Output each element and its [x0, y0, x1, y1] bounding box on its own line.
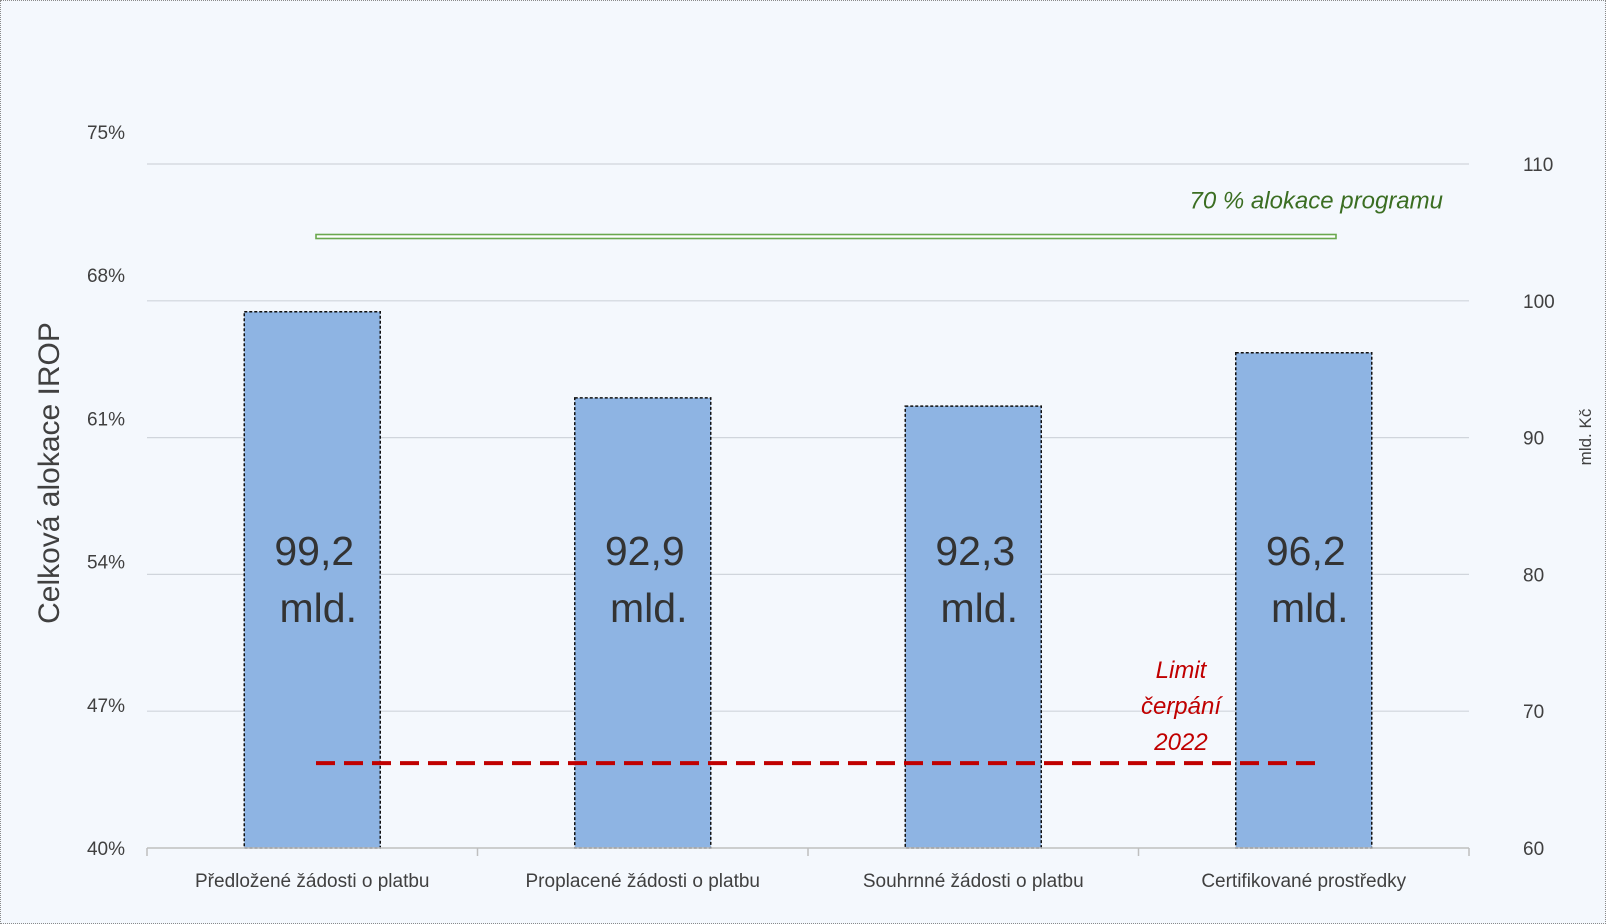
category-label: Proplacené žádosti o platbu — [526, 871, 761, 892]
allocation-70-line — [315, 233, 1337, 240]
bar — [574, 397, 712, 849]
left-tick-label: 75% — [87, 123, 125, 144]
limit-2022-label: Limit — [1156, 657, 1208, 684]
left-tick-label: 47% — [87, 696, 125, 717]
left-tick-label: 68% — [87, 266, 125, 287]
bar — [904, 405, 1042, 849]
bar — [243, 310, 381, 849]
category-label: Certifikované prostředky — [1201, 871, 1406, 892]
allocation-70-label: 70 % alokace programu — [1190, 188, 1443, 215]
right-tick-label: 100 — [1523, 292, 1555, 313]
bar-unit-label: mld. — [941, 585, 1018, 631]
right-axis-title: mld. Kč — [1576, 408, 1595, 465]
left-tick-label: 54% — [87, 553, 125, 574]
bar-value-label: 92,3 — [935, 528, 1015, 574]
category-label: Souhrnné žádosti o platbu — [863, 871, 1084, 892]
bar-unit-label: mld. — [610, 585, 687, 631]
bar-unit-label: mld. — [1271, 585, 1348, 631]
labels: 110 100 90 80 70 60 75% 68% 61% 54% 47% 40% 99,2 mld.… — [33, 123, 1595, 892]
right-tick-label: 90 — [1523, 429, 1544, 450]
limit-2022-label: 2022 — [1153, 729, 1207, 756]
bar-value-label: 99,2 — [274, 528, 354, 574]
axes — [146, 847, 1470, 856]
bars — [243, 310, 1373, 849]
left-tick-label: 61% — [87, 409, 125, 430]
right-tick-label: 70 — [1523, 702, 1544, 723]
bar — [1235, 352, 1373, 849]
right-tick-label: 80 — [1523, 565, 1544, 586]
left-tick-label: 40% — [87, 839, 125, 860]
right-tick-label: 110 — [1523, 155, 1553, 176]
bar-value-label: 96,2 — [1266, 528, 1346, 574]
reference-lines — [315, 233, 1337, 766]
bar-unit-label: mld. — [280, 585, 357, 631]
category-label: Předložené žádosti o platbu — [195, 871, 430, 892]
limit-2022-label: čerpání — [1141, 693, 1223, 720]
bar-value-label: 92,9 — [605, 528, 685, 574]
right-tick-label: 60 — [1523, 839, 1544, 860]
left-axis-title: Celková alokace IROP — [33, 322, 66, 624]
